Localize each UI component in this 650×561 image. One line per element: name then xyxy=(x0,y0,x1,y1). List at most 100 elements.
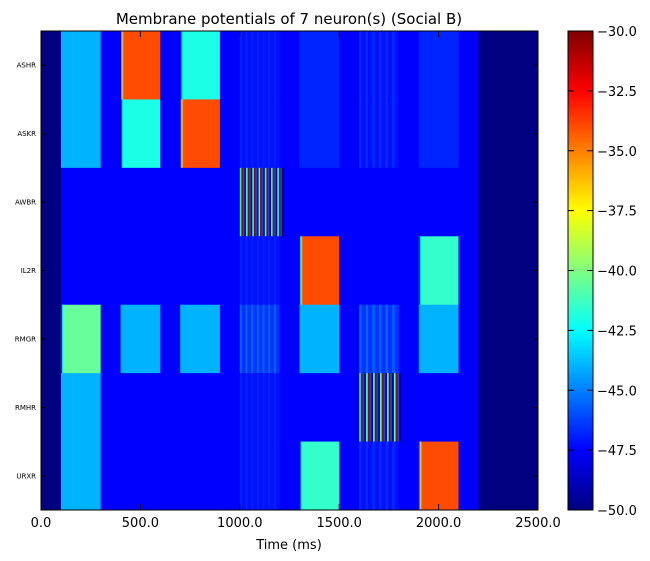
cell-rmgr-600 xyxy=(160,304,181,374)
burst-band xyxy=(378,373,381,443)
colorbar-tick-label: −37.5 xyxy=(597,205,637,220)
cell-il2r-300 xyxy=(100,236,122,306)
neuron-axis: ASHR ASKR AWBR IL2R RMGR RMHR URXR xyxy=(15,62,538,480)
burst-band xyxy=(281,167,285,237)
stripe-band xyxy=(251,441,254,511)
stripe-band xyxy=(268,373,271,443)
stripe-band xyxy=(268,304,271,374)
cell-il2r-1500 xyxy=(339,236,360,306)
stripe-band xyxy=(273,304,276,374)
burst-band xyxy=(256,167,260,237)
stripe-band xyxy=(268,441,271,511)
stripe-band xyxy=(378,304,382,374)
cell-urxr-2100 xyxy=(458,441,479,511)
cell-ashr-1900 xyxy=(418,31,459,100)
cell-rmhr-1200 xyxy=(279,373,300,443)
cell-urxr-900 xyxy=(219,441,241,511)
cell-rmgr-2200 xyxy=(478,304,539,374)
cell-awbr-2100 xyxy=(458,167,479,237)
burst-band xyxy=(242,167,246,237)
x-tick-label: 0.0 xyxy=(31,516,52,531)
rise-band xyxy=(300,236,302,306)
rise-band xyxy=(121,31,123,100)
stripe-band xyxy=(245,236,248,306)
stripe-band xyxy=(359,441,362,511)
x-tick-label: 2000.0 xyxy=(416,516,462,531)
burst-band xyxy=(367,373,371,443)
colorbar-ticks: −30.0 −32.5 −35.0 −37.5 −40.0 −42.5 −45.0 −47.5… xyxy=(568,25,637,519)
colorbar-tick-label: −32.5 xyxy=(597,85,637,100)
cell-askr-1300 xyxy=(299,99,340,169)
colorbar-tick-label: −40.0 xyxy=(597,265,637,280)
stripe-band xyxy=(392,99,395,169)
burst-band xyxy=(395,373,398,443)
stripe-band xyxy=(365,304,369,374)
cell-ashr-0 xyxy=(41,31,62,100)
stripe-band xyxy=(392,31,395,100)
stripe-band xyxy=(262,304,265,374)
rise-band xyxy=(420,236,422,306)
burst-band xyxy=(239,167,242,237)
cell-askr-700 xyxy=(180,99,221,169)
cell-urxr-100 xyxy=(60,441,102,511)
cell-il2r-700 xyxy=(180,236,221,306)
cell-il2r-900 xyxy=(219,236,241,306)
rise-band xyxy=(299,236,301,306)
stripe-band xyxy=(385,441,388,511)
stripe-band xyxy=(359,31,362,100)
cell-urxr-0 xyxy=(41,441,62,511)
cell-askr-0 xyxy=(41,99,62,169)
stripe-band xyxy=(239,373,242,443)
cell-awbr-0 xyxy=(41,167,62,237)
stripe-band xyxy=(239,441,242,511)
cell-askr-400 xyxy=(120,99,161,169)
neuron-label-awbr: AWBR xyxy=(15,199,36,207)
stripe-band xyxy=(245,31,248,100)
cell-askr-300 xyxy=(100,99,122,169)
stripe-band xyxy=(251,99,254,169)
burst-band xyxy=(278,167,282,237)
stripe-band xyxy=(359,304,362,374)
cell-askr-1800 xyxy=(398,99,420,169)
colorbar-tick-label: −42.5 xyxy=(597,324,637,339)
cell-il2r-0 xyxy=(41,236,62,306)
stripe-band xyxy=(273,441,276,511)
cell-rmgr-0 xyxy=(41,304,62,374)
cell-awbr-300 xyxy=(100,167,122,237)
burst-band xyxy=(274,167,277,237)
cell-ashr-1500 xyxy=(339,31,360,100)
cell-rmhr-900 xyxy=(219,373,241,443)
cell-rmgr-1200 xyxy=(279,304,300,374)
cell-urxr-300 xyxy=(100,441,122,511)
burst-band xyxy=(393,373,397,443)
burst-band xyxy=(244,167,247,237)
burst-band xyxy=(253,167,257,237)
stripe-band xyxy=(256,236,259,306)
colorbar-tick-label: −35.0 xyxy=(597,145,637,160)
cell-rmhr-2100 xyxy=(458,373,479,443)
cell-il2r-1800 xyxy=(398,236,420,306)
stripe-band xyxy=(251,31,254,100)
colorbar-tick-label: −50.0 xyxy=(597,504,637,519)
neuron-label-askr: ASKR xyxy=(17,130,36,138)
cell-il2r-2200 xyxy=(478,236,539,306)
cell-urxr-1200 xyxy=(279,441,300,511)
burst-band xyxy=(385,373,388,443)
rise-band xyxy=(181,99,183,169)
cell-il2r-600 xyxy=(160,236,181,306)
burst-band xyxy=(266,167,269,237)
burst-band xyxy=(392,373,395,443)
burst-band xyxy=(399,373,402,443)
cell-rmhr-1500 xyxy=(339,373,360,443)
burst-band xyxy=(376,373,379,443)
burst-band xyxy=(383,373,386,443)
cell-awbr-1600 xyxy=(359,167,400,237)
stripe-band xyxy=(273,236,276,306)
stripe-band xyxy=(239,304,242,374)
cell-il2r-1200 xyxy=(279,236,300,306)
stripe-band xyxy=(239,31,242,100)
stripe-band xyxy=(372,99,375,169)
burst-band xyxy=(264,167,267,237)
cell-ashr-100 xyxy=(60,31,102,100)
cell-awbr-1000 xyxy=(239,167,285,237)
